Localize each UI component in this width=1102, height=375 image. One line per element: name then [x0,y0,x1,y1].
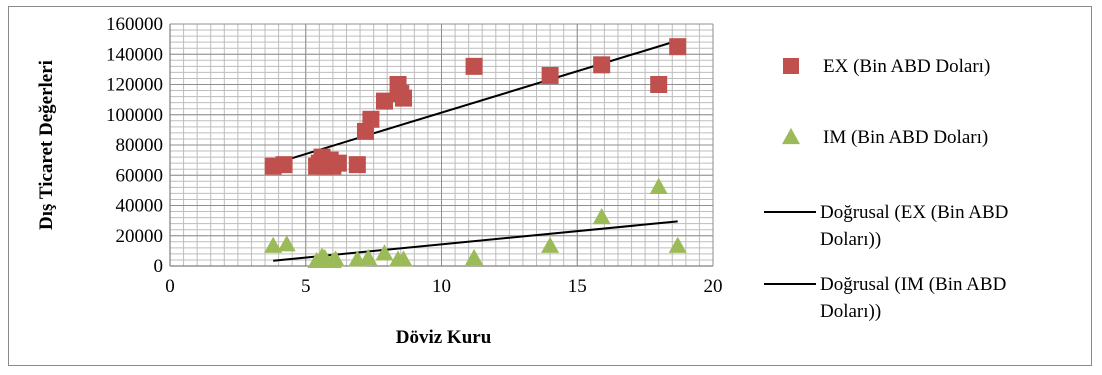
trendline [272,39,678,165]
y-tick-label: 140000 [106,44,163,65]
legend-ex-label: EX (Bin ABD Doları) [823,56,990,77]
ex-data-point [375,92,393,110]
x-axis-title: Döviz Kuru [396,327,492,348]
ex-data-point [275,156,293,174]
ex-data-point [669,38,687,56]
im-data-point [359,248,378,266]
y-tick-label: 120000 [106,75,163,96]
y-tick-label: 80000 [116,135,164,156]
x-tick-label: 10 [432,276,451,297]
im-data-point [394,250,413,267]
im-data-point [592,207,611,225]
legend-trend-im-label-line2: Doları)) [820,301,881,322]
ex-data-point [329,154,347,172]
ex-data-point [348,156,366,174]
legend-im-marker [782,127,800,145]
y-tick-label: 100000 [106,105,163,126]
legend-trend-ex-label-line2: Doları)) [820,229,881,250]
y-tick-label: 40000 [116,196,164,217]
legend-trend-im-label-line1: Doğrusal (IM (Bin ABD [820,274,1006,295]
legend-trend-ex-label-line1: Doğrusal (EX (Bin ABD [820,202,1008,223]
legend-im-label: IM (Bin ABD Doları) [823,127,988,148]
im-data-point [326,250,345,267]
legend-ex-marker [783,58,799,74]
ex-data-point [465,57,483,75]
ex-data-point [541,66,559,84]
ex-data-point [593,56,611,74]
im-data-point [465,248,484,266]
im-data-point [541,236,560,253]
y-axis-title: Dış Ticaret Değerleri [36,60,57,230]
ex-data-point [362,110,380,128]
im-data-point [375,244,394,261]
x-tick-label: 0 [165,276,175,297]
ex-data-point [650,76,668,93]
im-data-point [277,235,296,252]
im-data-point [649,177,668,194]
y-tick-label: 60000 [116,165,164,186]
y-tick-label: 160000 [106,14,163,35]
y-tick-label: 20000 [116,226,164,247]
y-tick-label: 0 [154,256,164,277]
ex-data-point [394,89,412,107]
x-tick-label: 5 [301,276,311,297]
trendline [273,220,678,262]
im-data-point [264,236,283,253]
x-tick-label: 20 [704,276,723,297]
x-tick-label: 15 [568,276,587,297]
im-data-point [668,236,687,253]
